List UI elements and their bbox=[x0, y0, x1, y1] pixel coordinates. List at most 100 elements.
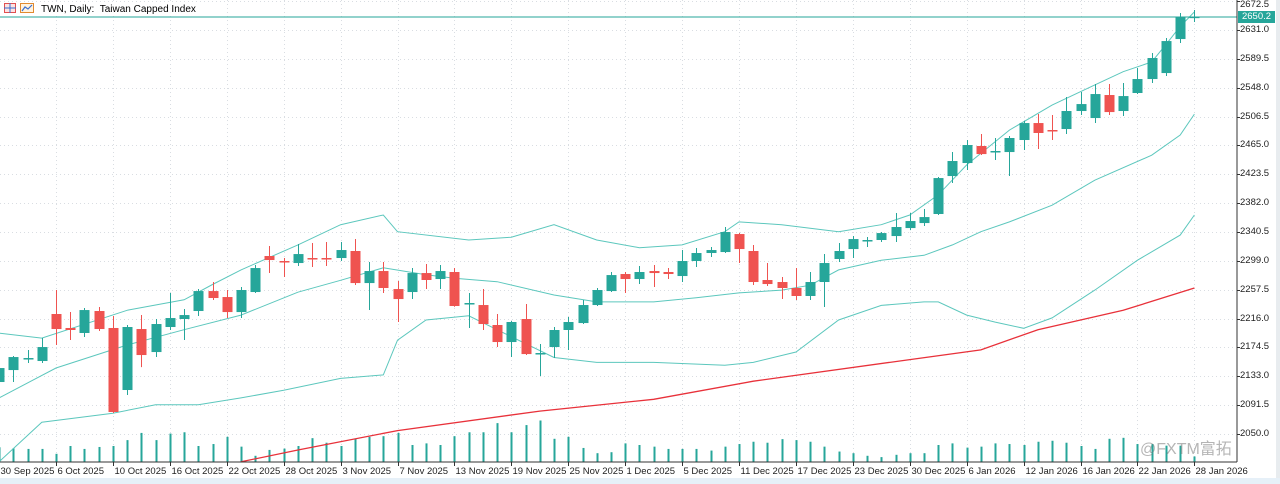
candle-body bbox=[321, 258, 332, 260]
candle-body bbox=[51, 314, 62, 330]
bearish-candle bbox=[478, 289, 489, 330]
candle-body bbox=[521, 319, 532, 355]
price-tick-label: 2257.5 bbox=[1240, 284, 1270, 295]
indicators bbox=[0, 11, 1195, 463]
candle-body bbox=[23, 358, 34, 360]
bullish-candle bbox=[193, 289, 204, 317]
time-tick-label: 10 Oct 2025 bbox=[114, 466, 167, 477]
bearish-candle bbox=[748, 245, 759, 286]
bullish-candle bbox=[563, 316, 574, 351]
price-tick bbox=[1237, 59, 1240, 60]
bullish-candle bbox=[834, 243, 845, 263]
candle-body bbox=[677, 261, 688, 277]
candle-body bbox=[606, 275, 617, 292]
time-tick-label: 23 Dec 2025 bbox=[854, 466, 909, 477]
candle-body bbox=[421, 273, 432, 280]
bullish-candle bbox=[23, 350, 34, 364]
price-tick-label: 2382.0 bbox=[1240, 197, 1270, 208]
time-tick-label: 30 Sep 2025 bbox=[0, 466, 55, 477]
candle-body bbox=[464, 303, 475, 305]
bearish-candle bbox=[94, 307, 105, 332]
price-tick-label: 2631.0 bbox=[1240, 24, 1270, 35]
bearish-candle bbox=[492, 314, 503, 348]
price-tick bbox=[1237, 319, 1240, 320]
candle-body bbox=[165, 318, 176, 328]
time-tick-label: 12 Jan 2026 bbox=[1025, 466, 1078, 477]
candle-body bbox=[791, 287, 802, 296]
time-tick-label: 11 Dec 2025 bbox=[740, 466, 794, 477]
candle-body bbox=[762, 280, 773, 285]
price-tick-label: 2050.0 bbox=[1240, 428, 1270, 439]
candle-body bbox=[108, 327, 119, 412]
bullish-candle bbox=[0, 368, 5, 383]
bearish-candle bbox=[1033, 114, 1044, 150]
bullish-candle bbox=[535, 344, 546, 377]
candle-body bbox=[805, 282, 816, 296]
bullish-candle bbox=[606, 272, 617, 293]
chart-icon[interactable] bbox=[20, 0, 34, 18]
bearish-candle bbox=[350, 239, 361, 286]
bullish-candle bbox=[578, 300, 589, 325]
bullish-candle bbox=[962, 140, 973, 170]
bearish-candle bbox=[222, 290, 233, 319]
window-grid-icon[interactable] bbox=[4, 0, 16, 18]
bullish-candle bbox=[905, 213, 916, 231]
bullish-candle bbox=[79, 308, 90, 338]
bearish-candle bbox=[307, 243, 318, 267]
bearish-candle bbox=[649, 265, 660, 288]
candle-body bbox=[0, 368, 5, 383]
bullish-candle bbox=[435, 265, 446, 290]
candle-body bbox=[549, 330, 560, 348]
candle-body bbox=[947, 161, 958, 177]
candle-body bbox=[848, 239, 859, 250]
grid-lines bbox=[0, 0, 1236, 462]
bullish-candle bbox=[947, 152, 958, 184]
price-tick bbox=[1237, 434, 1240, 435]
bullish-candle bbox=[293, 244, 304, 267]
candle-body bbox=[1047, 130, 1058, 132]
bullish-candle bbox=[919, 208, 930, 227]
bullish-candle bbox=[1161, 37, 1172, 77]
bullish-candle bbox=[165, 293, 176, 330]
price-tick bbox=[1237, 30, 1240, 31]
candle-body bbox=[734, 234, 745, 250]
bullish-candle bbox=[1175, 13, 1186, 44]
time-tick-label: 6 Oct 2025 bbox=[57, 466, 104, 477]
candle-body bbox=[862, 240, 873, 242]
candle-body bbox=[378, 271, 389, 288]
candle-body bbox=[364, 271, 375, 284]
time-tick-label: 13 Nov 2025 bbox=[455, 466, 510, 477]
volume-bars bbox=[0, 420, 1196, 462]
bullish-candle bbox=[706, 247, 717, 258]
candle-body bbox=[919, 217, 930, 224]
candle-body bbox=[578, 305, 589, 324]
price-tick bbox=[1237, 203, 1240, 204]
candle-body bbox=[1090, 94, 1101, 119]
window-border bbox=[1276, 0, 1280, 484]
bearish-candle bbox=[108, 316, 119, 414]
candle-body bbox=[506, 322, 517, 343]
bullish-candle bbox=[720, 227, 731, 254]
bullish-candle bbox=[805, 272, 816, 301]
chart-title: TWN, Daily: Taiwan Capped Index bbox=[41, 3, 196, 15]
bullish-candle bbox=[1061, 97, 1072, 135]
bullish-candle bbox=[250, 265, 261, 294]
price-tick bbox=[1237, 347, 1240, 348]
price-tick-label: 2548.0 bbox=[1240, 82, 1270, 93]
candle-body bbox=[891, 227, 902, 237]
price-tick-label: 2506.5 bbox=[1240, 111, 1270, 122]
candle-body bbox=[65, 327, 76, 330]
candle-body bbox=[37, 347, 48, 362]
candle-body bbox=[1175, 16, 1186, 40]
bearish-candle bbox=[449, 268, 460, 307]
candle-body bbox=[264, 256, 275, 261]
candle-body bbox=[1033, 123, 1044, 133]
price-tick bbox=[1237, 1, 1240, 2]
bearish-candle bbox=[777, 277, 788, 300]
bullish-candle bbox=[592, 287, 603, 307]
candle-body bbox=[663, 272, 674, 275]
candle-body bbox=[962, 145, 973, 164]
candle-body bbox=[876, 233, 887, 241]
